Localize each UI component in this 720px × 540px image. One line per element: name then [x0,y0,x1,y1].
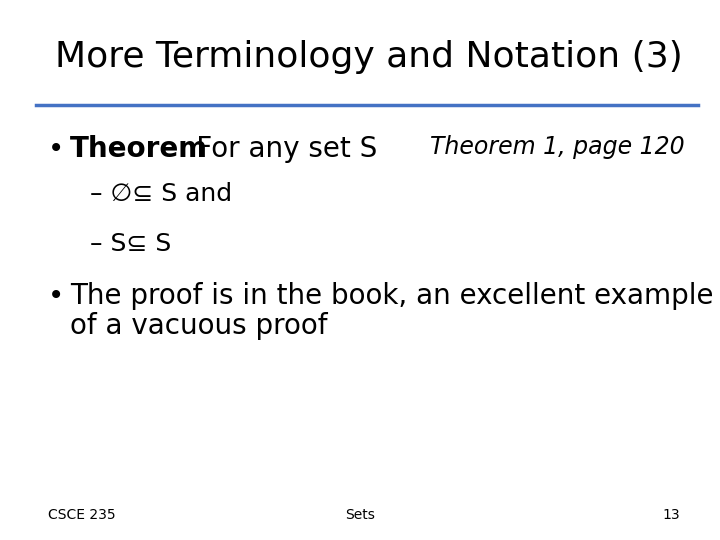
Text: •: • [48,282,64,310]
Text: – ∅⊆ S and: – ∅⊆ S and [90,182,232,206]
Text: Sets: Sets [345,508,375,522]
Text: The proof is in the book, an excellent example: The proof is in the book, an excellent e… [70,282,714,310]
Text: – S⊆ S: – S⊆ S [90,232,171,256]
Text: Theorem 1, page 120: Theorem 1, page 120 [430,135,685,159]
Text: 13: 13 [662,508,680,522]
Text: •: • [48,135,64,163]
Text: More Terminology and Notation (3): More Terminology and Notation (3) [55,40,683,74]
Text: Theorem: Theorem [70,135,208,163]
Text: CSCE 235: CSCE 235 [48,508,116,522]
Text: : For any set S: : For any set S [178,135,377,163]
Text: of a vacuous proof: of a vacuous proof [70,312,328,340]
